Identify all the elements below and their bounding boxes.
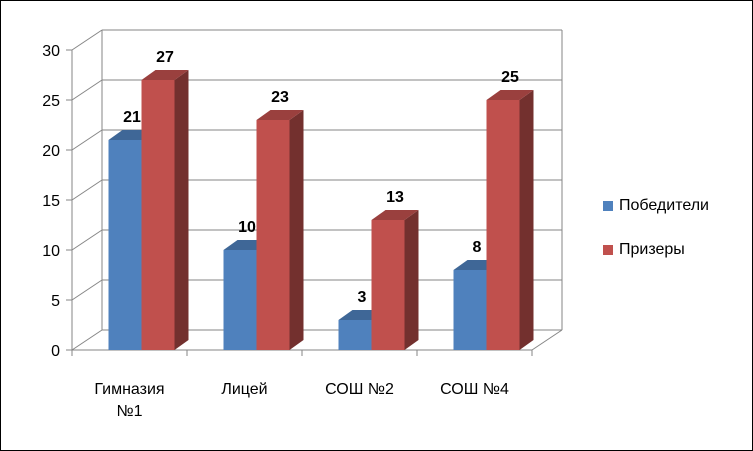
legend-label-1: Призеры bbox=[619, 241, 685, 258]
bar-front-0-0 bbox=[108, 140, 142, 350]
floor-right-edge bbox=[531, 329, 563, 351]
gridline-side-2 bbox=[71, 229, 103, 251]
gridline-side-4 bbox=[71, 129, 103, 151]
legend-label-0: Победители bbox=[619, 197, 709, 214]
gridline-side-1 bbox=[71, 279, 103, 301]
legend-item-0: Победители bbox=[603, 195, 709, 217]
data-label-1-3: 25 bbox=[501, 69, 519, 86]
bars bbox=[108, 70, 534, 350]
data-label-1-2: 13 bbox=[386, 189, 404, 206]
bar-top-1-1 bbox=[256, 110, 304, 120]
legend-swatch-0 bbox=[603, 201, 613, 211]
bar-front-0-2 bbox=[338, 320, 372, 350]
bar-front-0-3 bbox=[453, 270, 487, 350]
bar-side-1-2 bbox=[404, 210, 419, 350]
x-category-label-3-0: СОШ №4 bbox=[440, 381, 509, 398]
bar-front-0-1 bbox=[223, 250, 257, 350]
data-label-0-2: 3 bbox=[358, 289, 367, 306]
y-tick-label-3: 15 bbox=[42, 193, 60, 210]
bar-front-1-1 bbox=[256, 120, 290, 350]
bar-top-1-3 bbox=[486, 90, 534, 100]
y-tick-label-6: 30 bbox=[42, 43, 60, 60]
legend: Победители Призеры bbox=[603, 195, 709, 283]
bar-side-1-1 bbox=[289, 110, 304, 350]
data-label-0-0: 21 bbox=[123, 109, 141, 126]
bar-1-3 bbox=[486, 90, 534, 350]
legend-item-1: Призеры bbox=[603, 239, 709, 261]
gridline-side-6 bbox=[71, 29, 103, 51]
bar-side-1-0 bbox=[174, 70, 189, 350]
y-tick-label-0: 0 bbox=[51, 343, 60, 360]
gridline-side-0 bbox=[71, 329, 103, 351]
bar-front-1-2 bbox=[371, 220, 405, 350]
x-category-label-0-0: Гимназия bbox=[94, 381, 164, 398]
x-category-label-1-0: Лицей bbox=[221, 381, 267, 398]
gridline-side-3 bbox=[71, 179, 103, 201]
x-category-label-2-0: СОШ №2 bbox=[325, 381, 394, 398]
gridline-side-5 bbox=[71, 79, 103, 101]
data-label-1-0: 27 bbox=[156, 49, 174, 66]
bar-1-0 bbox=[141, 70, 189, 350]
bar-top-1-2 bbox=[371, 210, 419, 220]
bar-front-1-3 bbox=[486, 100, 520, 350]
x-category-label-0-1: №1 bbox=[116, 403, 142, 420]
legend-swatch-1 bbox=[603, 245, 613, 255]
y-tick-label-2: 10 bbox=[42, 243, 60, 260]
data-label-0-1: 10 bbox=[238, 219, 256, 236]
data-label-1-1: 23 bbox=[271, 89, 289, 106]
bar-front-1-0 bbox=[141, 80, 175, 350]
bar-top-1-0 bbox=[141, 70, 189, 80]
bar-1-2 bbox=[371, 210, 419, 350]
y-tick-label-4: 20 bbox=[42, 143, 60, 160]
data-label-0-3: 8 bbox=[473, 239, 482, 256]
bar-side-1-3 bbox=[519, 90, 534, 350]
bar-1-1 bbox=[256, 110, 304, 350]
y-tick-label-1: 5 bbox=[51, 293, 60, 310]
y-tick-label-5: 25 bbox=[42, 93, 60, 110]
